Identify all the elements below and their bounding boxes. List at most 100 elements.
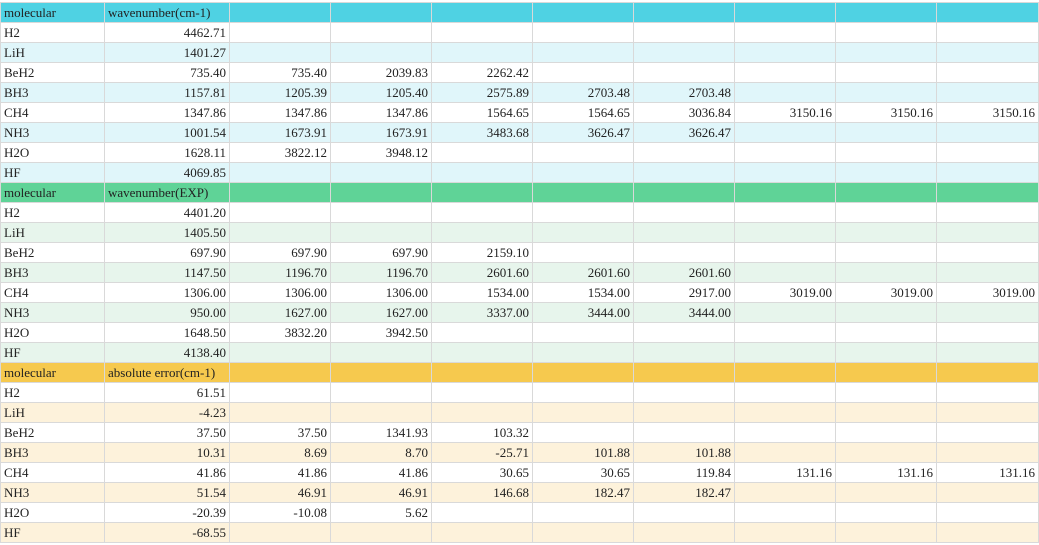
value-cell: 735.40 <box>229 62 331 83</box>
value-cell: 735.40 <box>104 62 230 83</box>
molecule-cell: CH4 <box>0 102 105 123</box>
header-cell <box>734 362 836 383</box>
value-cell <box>835 322 937 343</box>
value-cell <box>936 142 1039 163</box>
value-cell <box>835 142 937 163</box>
data-row: H2 4462.71 <box>0 22 1039 43</box>
value-cell <box>633 422 735 443</box>
value-cell <box>532 142 634 163</box>
value-cell <box>633 342 735 363</box>
value-cell: 3942.50 <box>330 322 432 343</box>
value-cell <box>532 382 634 403</box>
value-cell <box>936 382 1039 403</box>
value-cell <box>835 442 937 463</box>
value-cell <box>229 522 331 543</box>
molecule-cell: BeH2 <box>0 242 105 263</box>
header-row: molecular wavenumber(EXP) <box>0 182 1039 203</box>
value-cell <box>734 382 836 403</box>
value-cell <box>633 322 735 343</box>
value-cell: 1673.91 <box>330 122 432 143</box>
value-cell <box>330 402 432 423</box>
value-cell <box>229 162 331 183</box>
molecule-cell: LiH <box>0 42 105 63</box>
header-cell <box>229 182 331 203</box>
molecule-cell: H2 <box>0 382 105 403</box>
value-cell <box>936 242 1039 263</box>
value-cell <box>835 202 937 223</box>
value-cell <box>532 222 634 243</box>
value-cell: 1627.00 <box>330 302 432 323</box>
value-cell: 1341.93 <box>330 422 432 443</box>
value-cell: 51.54 <box>104 482 230 503</box>
value-cell <box>936 522 1039 543</box>
molecule-cell: CH4 <box>0 282 105 303</box>
value-cell: 3948.12 <box>330 142 432 163</box>
value-cell: 1306.00 <box>330 282 432 303</box>
header-row: molecular absolute error(cm-1) <box>0 362 1039 383</box>
value-cell: 37.50 <box>104 422 230 443</box>
value-cell: 1564.65 <box>431 102 533 123</box>
data-row: CH4 1306.00 1306.00 1306.00 1534.00 1534.00 29… <box>0 282 1039 303</box>
value-cell: 697.90 <box>104 242 230 263</box>
value-cell <box>431 382 533 403</box>
value-cell <box>734 522 836 543</box>
value-cell: 37.50 <box>229 422 331 443</box>
value-cell: 1196.70 <box>330 262 432 283</box>
value-cell: 46.91 <box>229 482 331 503</box>
value-cell <box>835 502 937 523</box>
value-cell: 103.32 <box>431 422 533 443</box>
value-cell <box>633 382 735 403</box>
value-cell <box>835 42 937 63</box>
value-cell: 1306.00 <box>104 282 230 303</box>
value-cell <box>532 322 634 343</box>
value-cell: 1196.70 <box>229 262 331 283</box>
value-cell <box>431 402 533 423</box>
value-cell <box>330 162 432 183</box>
value-cell <box>936 22 1039 43</box>
value-cell: 5.62 <box>330 502 432 523</box>
value-cell: 3337.00 <box>431 302 533 323</box>
value-cell <box>431 142 533 163</box>
value-cell <box>835 302 937 323</box>
value-cell <box>835 222 937 243</box>
value-cell <box>330 522 432 543</box>
value-cell <box>330 382 432 403</box>
value-cell <box>431 42 533 63</box>
value-cell <box>431 522 533 543</box>
header-cell <box>936 2 1039 23</box>
value-cell: 2601.60 <box>633 262 735 283</box>
header-cell: molecular <box>0 182 105 203</box>
value-cell: 2575.89 <box>431 82 533 103</box>
molecule-cell: BeH2 <box>0 422 105 443</box>
value-cell <box>734 242 836 263</box>
value-cell: 697.90 <box>229 242 331 263</box>
value-cell: 1673.91 <box>229 122 331 143</box>
value-cell: 2703.48 <box>633 82 735 103</box>
value-cell <box>734 122 836 143</box>
data-row: H2O -20.39 -10.08 5.62 <box>0 502 1039 523</box>
value-cell: 1306.00 <box>229 282 331 303</box>
header-cell <box>330 182 432 203</box>
value-cell: 2039.83 <box>330 62 432 83</box>
header-cell <box>734 2 836 23</box>
header-cell <box>633 362 735 383</box>
header-cell <box>431 182 533 203</box>
header-cell <box>734 182 836 203</box>
value-cell: -25.71 <box>431 442 533 463</box>
value-cell <box>532 242 634 263</box>
value-cell: 131.16 <box>734 462 836 483</box>
value-cell <box>835 82 937 103</box>
header-cell: wavenumber(cm-1) <box>104 2 230 23</box>
value-cell: 1628.11 <box>104 142 230 163</box>
value-cell <box>229 222 331 243</box>
value-cell: 1347.86 <box>330 102 432 123</box>
value-cell: 950.00 <box>104 302 230 323</box>
header-cell <box>431 2 533 23</box>
data-row: H2O 1628.11 3822.12 3948.12 <box>0 142 1039 163</box>
value-cell <box>936 402 1039 423</box>
value-cell <box>734 142 836 163</box>
value-cell <box>835 22 937 43</box>
header-cell: molecular <box>0 362 105 383</box>
value-cell: 30.65 <box>532 462 634 483</box>
value-cell: 46.91 <box>330 482 432 503</box>
